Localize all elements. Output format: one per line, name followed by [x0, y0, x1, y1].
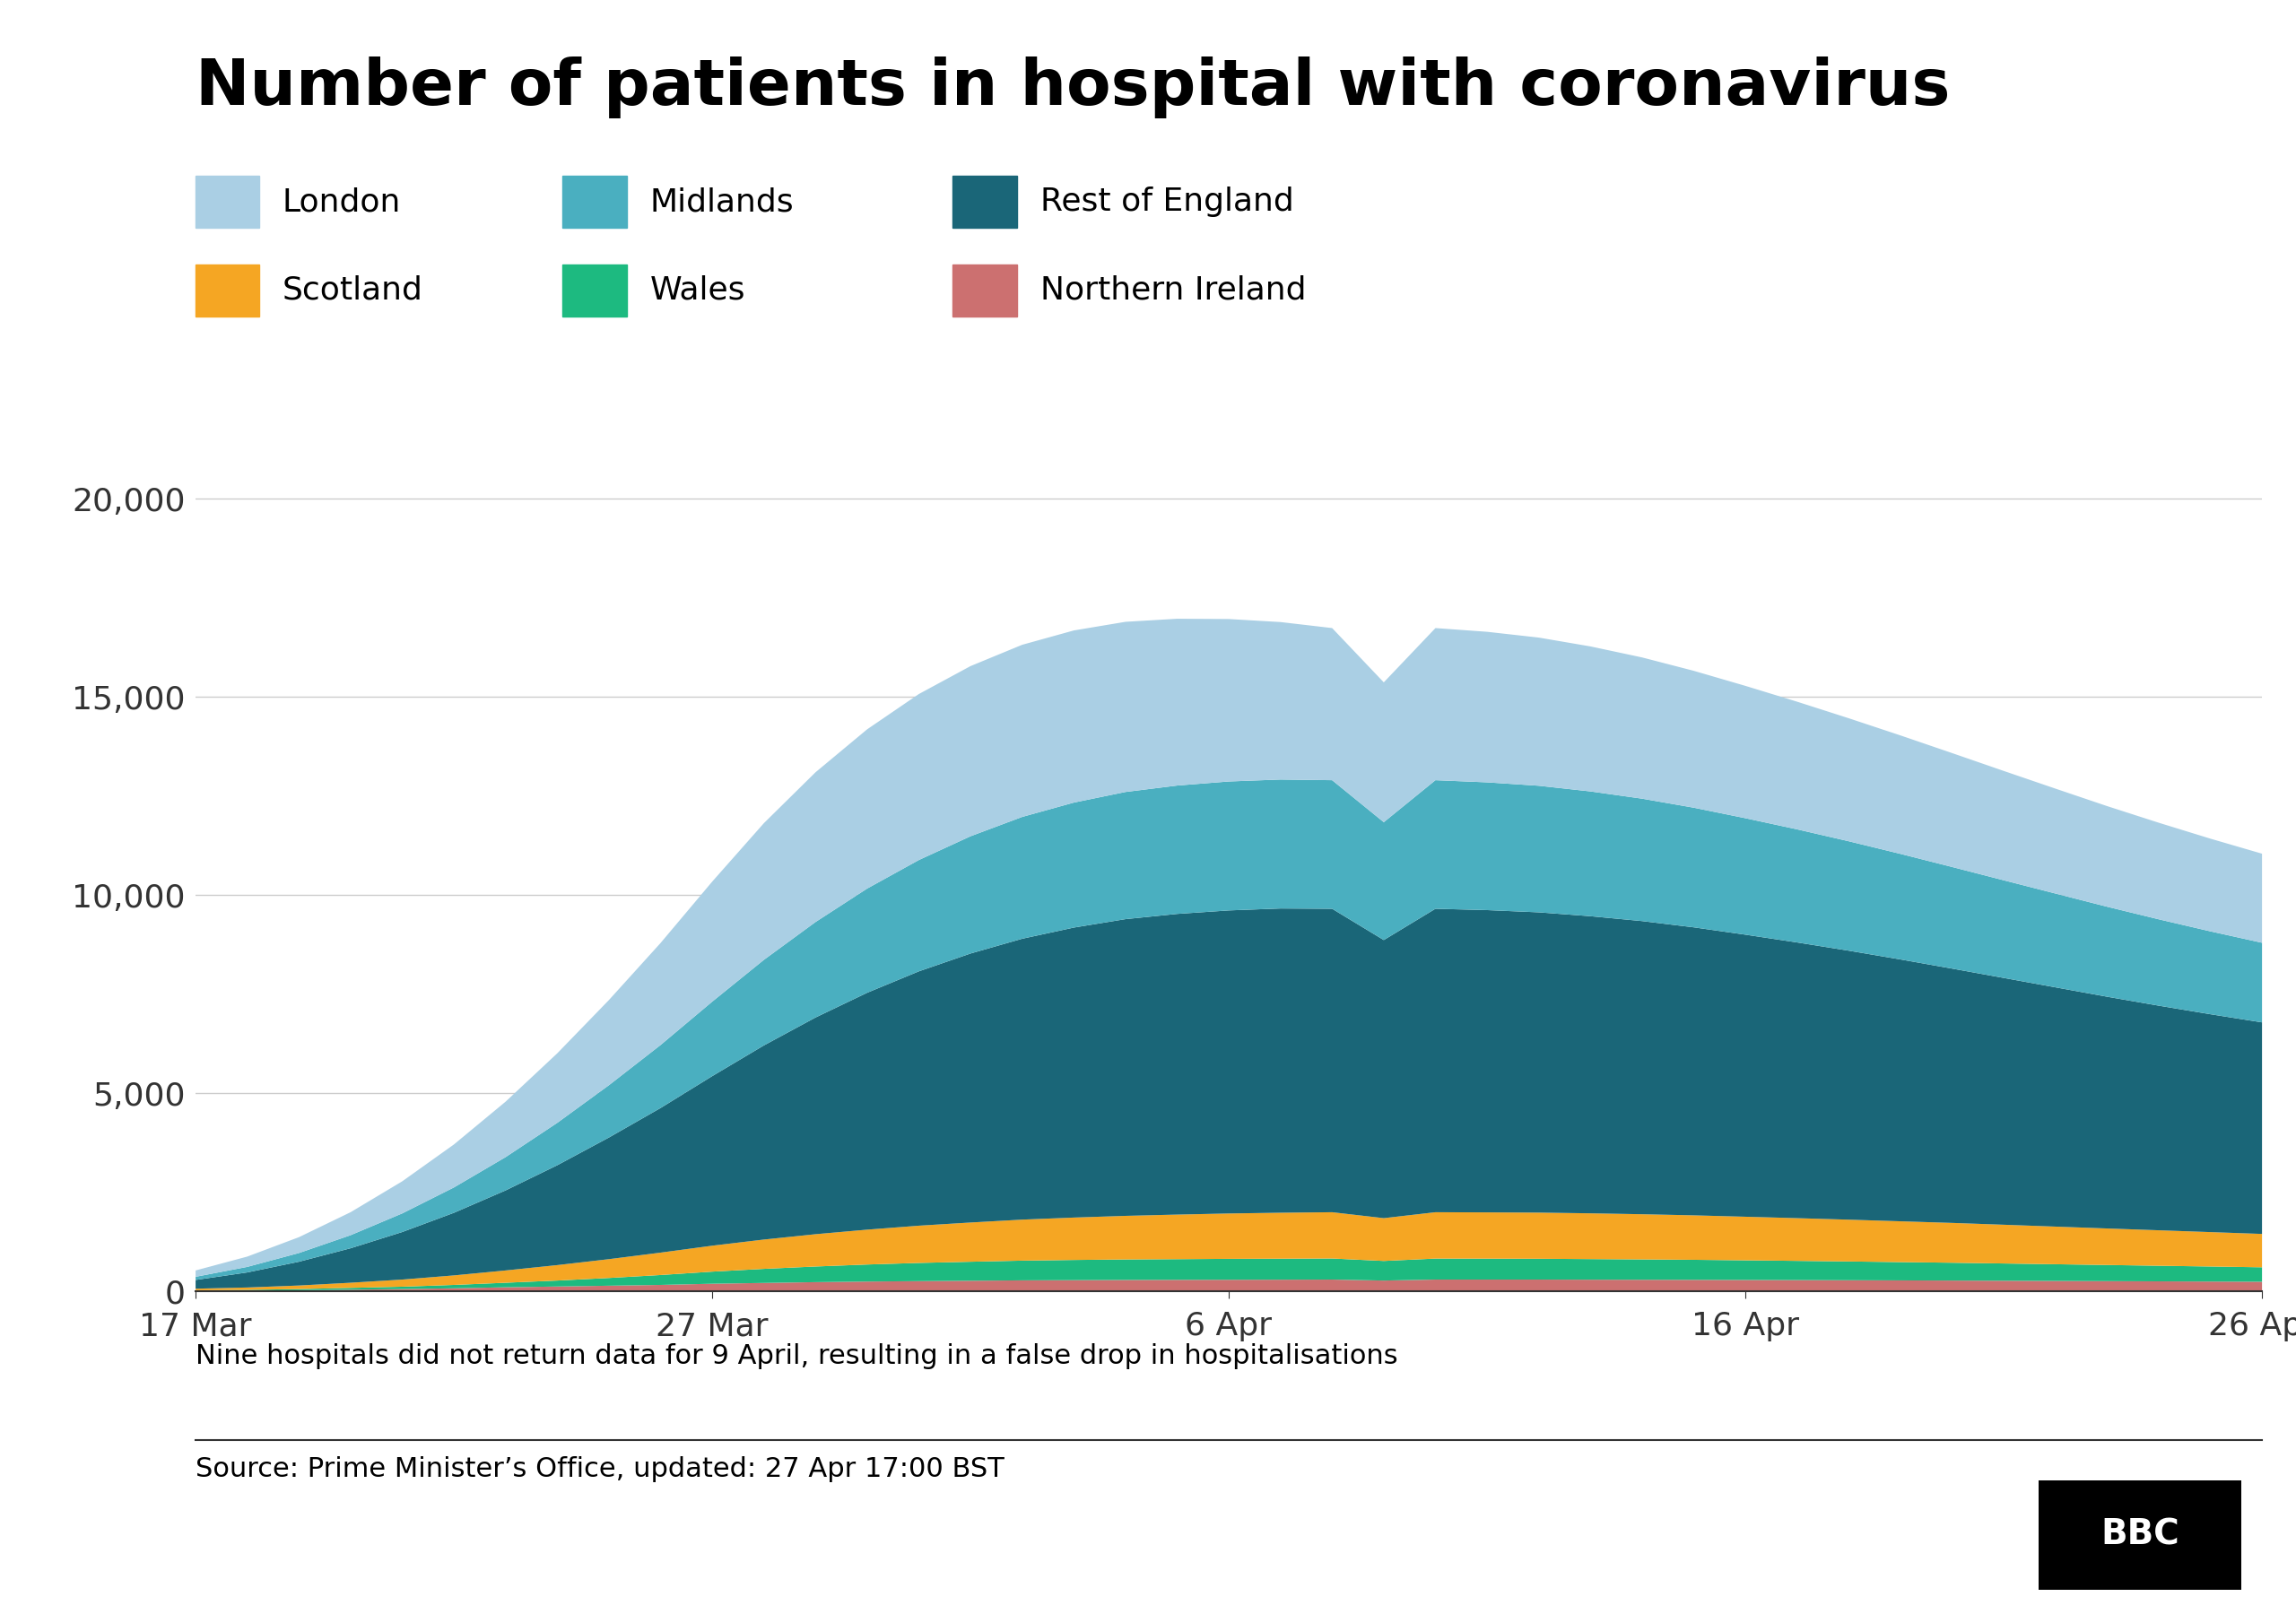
Text: Number of patients in hospital with coronavirus: Number of patients in hospital with coro… [195, 56, 1949, 118]
Text: London: London [282, 187, 402, 216]
Text: Scotland: Scotland [282, 276, 422, 305]
Text: Rest of England: Rest of England [1040, 187, 1293, 216]
Text: Nine hospitals did not return data for 9 April, resulting in a false drop in hos: Nine hospitals did not return data for 9… [195, 1343, 1398, 1369]
Text: BBC: BBC [2101, 1517, 2179, 1553]
Text: Source: Prime Minister’s Office, updated: 27 Apr 17:00 BST: Source: Prime Minister’s Office, updated… [195, 1456, 1003, 1482]
Text: Midlands: Midlands [650, 187, 794, 216]
Text: Northern Ireland: Northern Ireland [1040, 276, 1306, 305]
Text: Wales: Wales [650, 276, 746, 305]
